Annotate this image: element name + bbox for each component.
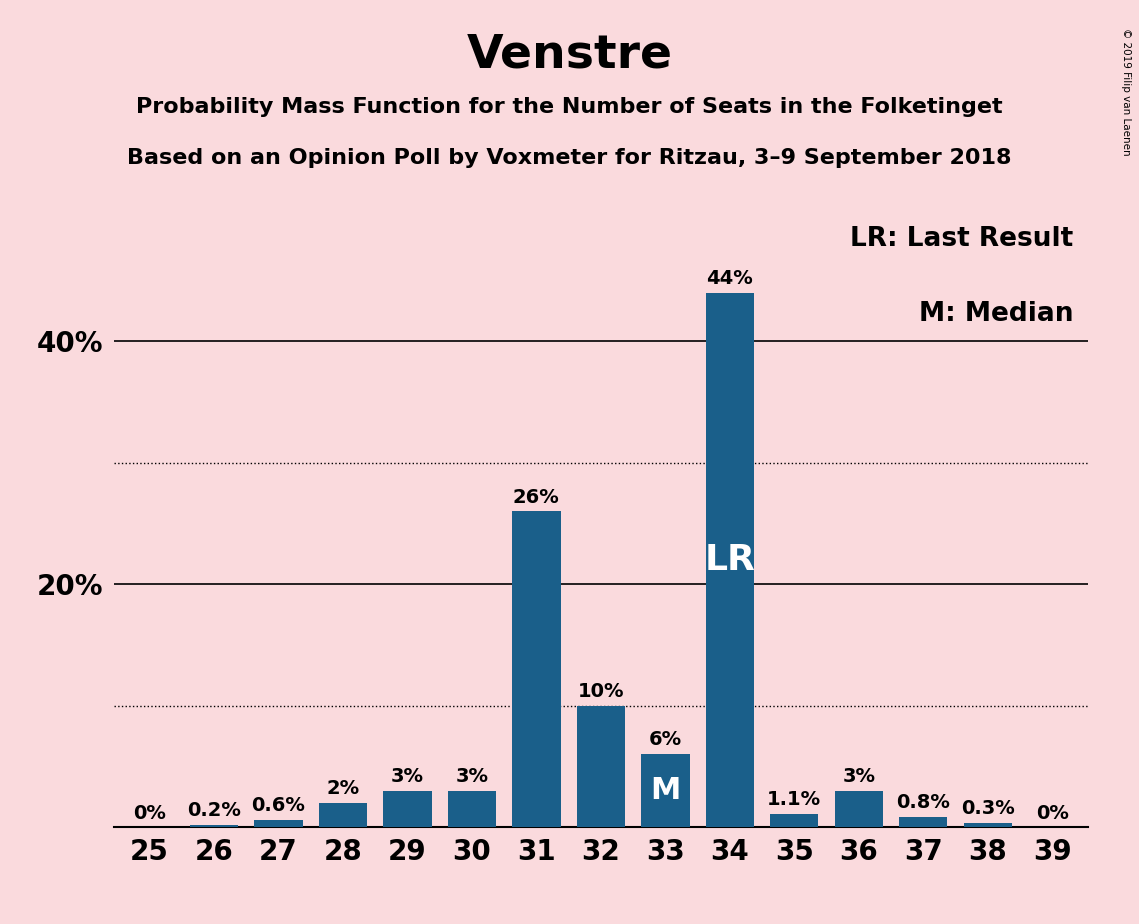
Bar — [190, 824, 238, 827]
Text: 3%: 3% — [456, 767, 489, 785]
Text: 0.6%: 0.6% — [252, 796, 305, 815]
Bar — [513, 511, 560, 827]
Bar — [899, 817, 948, 827]
Text: 0%: 0% — [133, 804, 166, 823]
Text: 26%: 26% — [513, 488, 559, 506]
Text: 10%: 10% — [577, 682, 624, 700]
Text: 0.8%: 0.8% — [896, 794, 950, 812]
Bar — [641, 754, 689, 827]
Bar — [835, 791, 883, 827]
Text: Venstre: Venstre — [467, 32, 672, 78]
Bar — [319, 803, 367, 827]
Bar — [770, 814, 819, 827]
Text: Probability Mass Function for the Number of Seats in the Folketinget: Probability Mass Function for the Number… — [137, 97, 1002, 117]
Text: LR: Last Result: LR: Last Result — [850, 226, 1073, 252]
Bar — [706, 293, 754, 827]
Text: 6%: 6% — [649, 730, 682, 749]
Bar — [254, 820, 303, 827]
Text: 0.2%: 0.2% — [187, 801, 240, 820]
Text: M: M — [650, 776, 680, 805]
Text: LR: LR — [704, 543, 755, 577]
Text: 2%: 2% — [326, 779, 360, 797]
Text: © 2019 Filip van Laenen: © 2019 Filip van Laenen — [1121, 28, 1131, 155]
Text: M: Median: M: Median — [919, 300, 1073, 327]
Text: Based on an Opinion Poll by Voxmeter for Ritzau, 3–9 September 2018: Based on an Opinion Poll by Voxmeter for… — [128, 148, 1011, 168]
Text: 3%: 3% — [391, 767, 424, 785]
Bar — [448, 791, 495, 827]
Text: 0.3%: 0.3% — [961, 799, 1015, 819]
Text: 44%: 44% — [706, 269, 753, 288]
Bar — [964, 823, 1011, 827]
Bar — [576, 706, 625, 827]
Text: 1.1%: 1.1% — [768, 790, 821, 808]
Text: 3%: 3% — [843, 767, 875, 785]
Bar — [383, 791, 432, 827]
Text: 0%: 0% — [1035, 804, 1068, 823]
